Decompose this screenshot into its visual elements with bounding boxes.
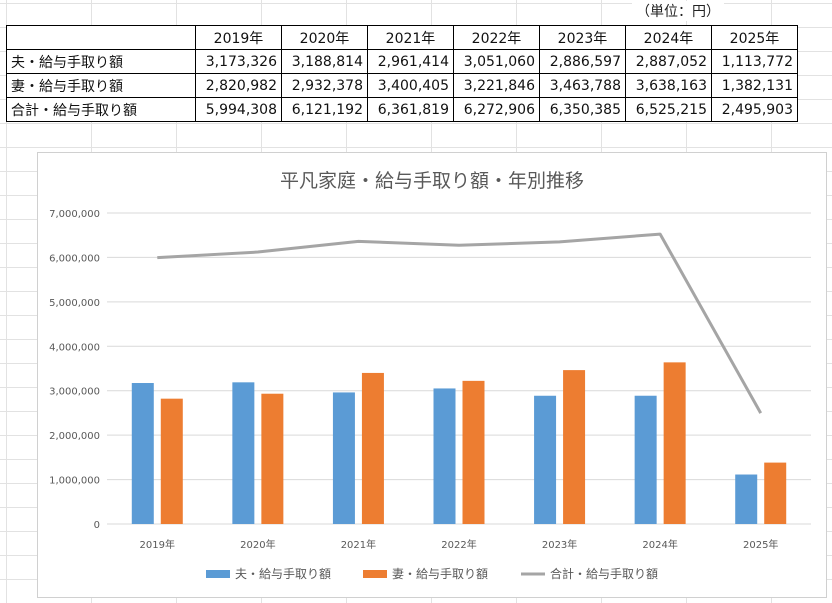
gridlines xyxy=(107,212,811,525)
table-row-husband: 夫・給与手取り額 3,173,326 3,188,814 2,961,414 3… xyxy=(6,49,798,74)
bar-wife[interactable] xyxy=(160,398,183,524)
legend-swatch xyxy=(363,570,387,578)
chart-title: 平凡家庭・給与手取り額・年別推移 xyxy=(280,170,584,192)
bar-husband[interactable] xyxy=(634,395,657,524)
y-tick-label: 6,000,000 xyxy=(49,253,100,264)
table-cell[interactable]: 3,463,788 xyxy=(539,73,626,98)
table-cell[interactable]: 3,051,060 xyxy=(453,49,540,74)
table-header-year[interactable]: 2023年 xyxy=(539,25,626,50)
table-cell[interactable]: 6,525,215 xyxy=(625,97,712,122)
table-cell[interactable]: 3,221,846 xyxy=(453,73,540,98)
y-tick-label: 1,000,000 xyxy=(49,476,100,487)
table-cell[interactable]: 2,820,982 xyxy=(195,73,282,98)
table-cell[interactable]: 1,113,772 xyxy=(711,49,798,74)
table-cell[interactable]: 2,961,414 xyxy=(367,49,454,74)
total-line xyxy=(157,232,763,414)
table-cell[interactable]: 3,400,405 xyxy=(367,73,454,98)
x-tick-label: 2019年 xyxy=(140,538,175,551)
y-tick-label: 5,000,000 xyxy=(49,298,100,309)
y-tick-label: 7,000,000 xyxy=(49,209,100,220)
x-tick-label: 2025年 xyxy=(743,538,778,551)
bar-wife[interactable] xyxy=(563,370,586,524)
total-series-line[interactable] xyxy=(157,232,763,414)
x-tick-label: 2021年 xyxy=(341,538,376,551)
bar-wife[interactable] xyxy=(462,380,485,524)
bars xyxy=(131,362,787,524)
bar-husband[interactable] xyxy=(232,382,255,524)
bar-husband[interactable] xyxy=(131,383,154,524)
table-header-year[interactable]: 2021年 xyxy=(367,25,454,50)
table-row-total: 合計・給与手取り額 5,994,308 6,121,192 6,361,819 … xyxy=(6,97,798,122)
x-tick-label: 2024年 xyxy=(642,538,677,551)
table-cell[interactable]: 6,350,385 xyxy=(539,97,626,122)
table-header-year[interactable]: 2024年 xyxy=(625,25,712,50)
x-tick-label: 2022年 xyxy=(441,538,476,551)
table-cell[interactable]: 2,932,378 xyxy=(281,73,368,98)
table-header-year[interactable]: 2019年 xyxy=(195,25,282,50)
table-header-year[interactable]: 2022年 xyxy=(453,25,540,50)
chart-container[interactable]: 平凡家庭・給与手取り額・年別推移 0 1,000,000 2,000,000 3,00… xyxy=(37,152,827,598)
table-cell[interactable]: 2,887,052 xyxy=(625,49,712,74)
legend-label: 妻・給与手取り額 xyxy=(392,567,488,581)
bar-wife[interactable] xyxy=(764,462,787,524)
table-cell[interactable]: 6,121,192 xyxy=(281,97,368,122)
row-label[interactable]: 夫・給与手取り額 xyxy=(6,49,196,74)
bar-husband[interactable] xyxy=(735,474,758,524)
table-cell[interactable]: 1,382,131 xyxy=(711,73,798,98)
bar-wife[interactable] xyxy=(261,393,284,524)
x-tick-label: 2023年 xyxy=(542,538,577,551)
y-tick-label: 0 xyxy=(94,520,100,531)
y-tick-label: 4,000,000 xyxy=(49,342,100,353)
data-table: 2019年 2020年 2021年 2022年 2023年 2024年 2025… xyxy=(6,25,798,122)
bar-husband[interactable] xyxy=(433,388,456,524)
table-cell[interactable]: 6,272,906 xyxy=(453,97,540,122)
table-cell[interactable]: 5,994,308 xyxy=(195,97,282,122)
bar-husband[interactable] xyxy=(534,395,557,524)
table-cell[interactable]: 3,188,814 xyxy=(281,49,368,74)
table-header-year[interactable]: 2025年 xyxy=(711,25,798,50)
bar-husband[interactable] xyxy=(332,392,355,524)
table-cell[interactable]: 2,495,903 xyxy=(711,97,798,122)
table-cell[interactable]: 6,361,819 xyxy=(367,97,454,122)
y-tick-label: 3,000,000 xyxy=(49,387,100,398)
table-cell[interactable]: 2,886,597 xyxy=(539,49,626,74)
legend: 夫・給与手取り額 妻・給与手取り額 合計・給与手取り額 xyxy=(206,566,658,581)
y-tick-label: 2,000,000 xyxy=(49,431,100,442)
row-label[interactable]: 妻・給与手取り額 xyxy=(6,73,196,98)
legend-label: 夫・給与手取り額 xyxy=(235,567,331,581)
table-header-year[interactable]: 2020年 xyxy=(281,25,368,50)
table-row-wife: 妻・給与手取り額 2,820,982 2,932,378 3,400,405 3… xyxy=(6,73,798,98)
table-cell[interactable]: 3,173,326 xyxy=(195,49,282,74)
bar-wife[interactable] xyxy=(361,372,384,524)
legend-swatch xyxy=(206,570,230,578)
table-header-row: 2019年 2020年 2021年 2022年 2023年 2024年 2025… xyxy=(6,25,798,50)
table-corner-cell[interactable] xyxy=(6,25,196,50)
chart-svg: 平凡家庭・給与手取り額・年別推移 0 1,000,000 2,000,000 3,00… xyxy=(49,170,811,581)
unit-label: （単位：円） xyxy=(632,1,724,21)
row-label[interactable]: 合計・給与手取り額 xyxy=(6,97,196,122)
legend-label: 合計・給与手取り額 xyxy=(550,566,658,581)
x-tick-label: 2020年 xyxy=(240,538,275,551)
bar-wife[interactable] xyxy=(663,362,686,524)
x-axis-ticks: 2019年 2020年 2021年 2022年 2023年 2024年 2025年 xyxy=(140,538,779,551)
table-cell[interactable]: 3,638,163 xyxy=(625,73,712,98)
y-axis-ticks: 0 1,000,000 2,000,000 3,000,000 4,000,000 5,0… xyxy=(49,209,100,531)
